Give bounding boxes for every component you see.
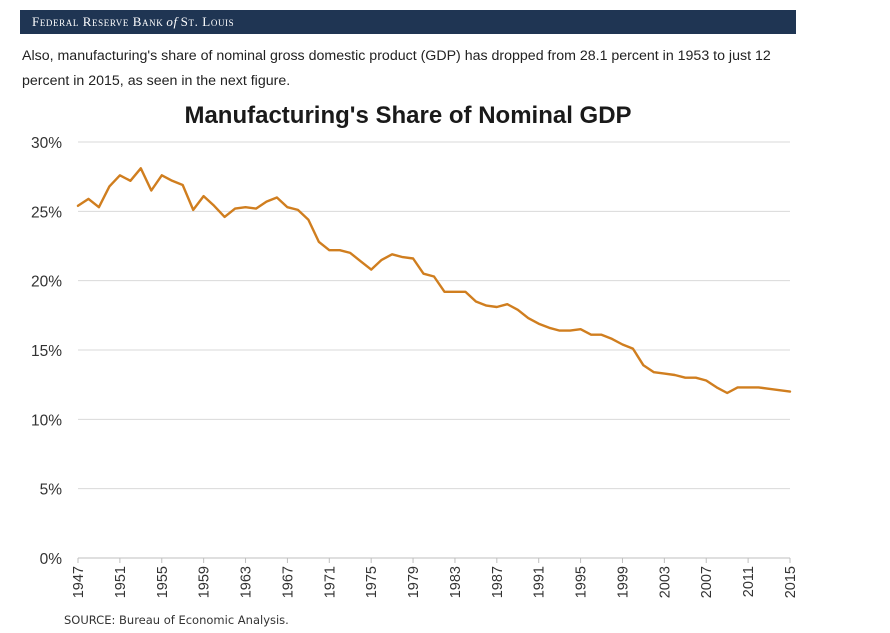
y-tick-label: 0%: [40, 551, 63, 568]
brand-name-of: of: [166, 14, 178, 29]
y-tick-label: 10%: [31, 412, 62, 429]
x-tick-label: 1971: [322, 566, 338, 598]
y-tick-label: 30%: [31, 135, 62, 152]
x-tick-label: 1951: [113, 566, 129, 598]
x-tick-label: 2011: [741, 566, 757, 597]
x-tick-label: 1955: [155, 566, 171, 598]
x-tick-label: 1991: [532, 566, 548, 598]
y-tick-label: 15%: [31, 343, 62, 360]
x-tick-label: 1967: [280, 566, 296, 598]
x-tick-label: 2003: [657, 566, 673, 598]
x-tick-label: 1963: [239, 566, 255, 598]
source-note: SOURCE: Bureau of Economic Analysis.: [64, 613, 289, 627]
y-tick-label: 5%: [40, 482, 63, 499]
x-tick-label: 1983: [448, 566, 464, 598]
x-tick-label: 1959: [197, 566, 213, 598]
x-tick-label: 2015: [783, 566, 799, 598]
x-tick-label: 1947: [71, 566, 87, 598]
fed-banner: Federal Reserve Bank of St. Louis: [20, 10, 796, 34]
y-tick-label: 20%: [31, 274, 62, 291]
x-tick-label: 1987: [490, 566, 506, 598]
series-line: [76, 167, 792, 395]
y-tick-label: 25%: [31, 204, 62, 221]
brand-name-part1: Federal Reserve Bank: [32, 14, 164, 29]
x-tick-label: 1975: [364, 566, 380, 598]
x-tick-label: 1979: [406, 566, 422, 598]
brand-name-part2: St. Louis: [180, 14, 235, 29]
x-tick-label: 1995: [574, 566, 590, 598]
chart-title: Manufacturing's Share of Nominal GDP: [184, 102, 632, 129]
x-tick-label: 2007: [699, 566, 715, 598]
x-tick-label: 1999: [615, 566, 631, 598]
intro-paragraph: Also, manufacturing's share of nominal g…: [22, 48, 771, 89]
